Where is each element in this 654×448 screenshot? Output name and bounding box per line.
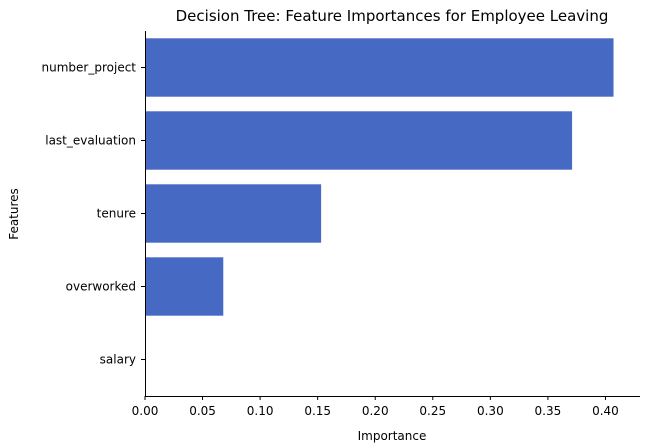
y-tick-label: tenure [97,207,136,221]
x-tick-label: 0.25 [419,404,446,418]
x-tick-label: 0.35 [535,404,562,418]
x-tick-label: 0.00 [132,404,159,418]
y-axis-label: Features [7,188,21,240]
y-tick-label: overworked [66,280,136,294]
x-tick-label: 0.10 [247,404,274,418]
x-tick-label: 0.20 [362,404,389,418]
x-tick-label: 0.40 [592,404,619,418]
bar-overworked [145,257,224,316]
y-tick-label: number_project [42,61,137,75]
x-axis-label: Importance [358,429,427,443]
x-tick-label: 0.15 [304,404,331,418]
y-tick-label: salary [100,353,136,367]
bar-last-evaluation [145,111,573,170]
bar-number-project [145,38,614,97]
y-tick-label: last_evaluation [45,134,136,148]
x-tick-label: 0.05 [189,404,216,418]
x-tick-label: 0.30 [477,404,504,418]
bar-tenure [145,184,322,243]
chart-title: Decision Tree: Feature Importances for E… [176,7,609,25]
